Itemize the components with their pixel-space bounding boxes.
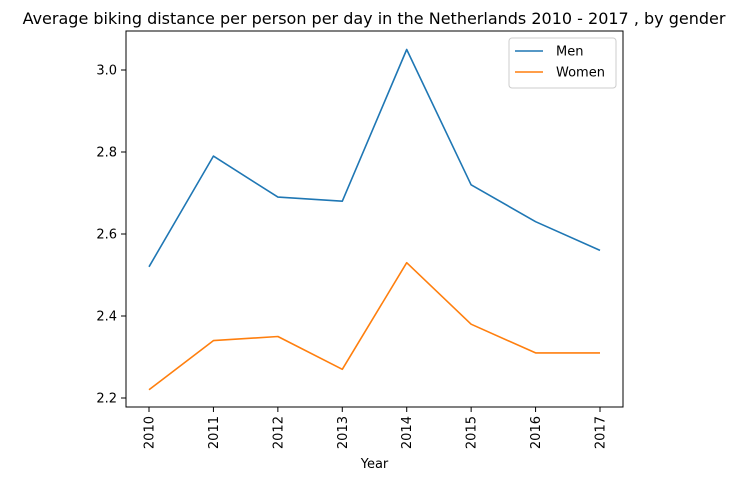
legend-label-men: Men [556,45,583,60]
series-line-women [148,261,600,391]
y-tick-label: 2.6 [96,228,117,243]
series-line-men [148,48,601,268]
x-tick-label: 2017 [594,416,609,449]
y-tick-label: 3.0 [96,64,117,79]
x-tick-label: 2011 [207,416,222,449]
x-tick-label: 2010 [143,416,158,449]
x-tick-label: 2012 [271,416,286,449]
series-layer [148,48,601,391]
x-tick-label: 2016 [529,416,544,449]
legend: Men Women [508,37,617,89]
chart-title: Average biking distance per person per d… [23,9,726,28]
plot-area [125,30,624,408]
x-tick-label: 2014 [400,416,415,449]
legend-label-women: Women [556,66,605,81]
y-tick-label: 2.4 [96,310,117,325]
y-tick-label: 2.8 [96,146,117,161]
x-axis: 2010 2011 2012 2013 2014 2015 2016 2017 [143,407,609,449]
x-axis-label: Year [360,457,389,472]
y-tick-label: 2.2 [96,392,117,407]
x-tick-label: 2013 [336,416,351,449]
y-axis: 2.2 2.4 2.6 2.8 3.0 [96,64,126,407]
x-tick-label: 2015 [465,416,480,449]
